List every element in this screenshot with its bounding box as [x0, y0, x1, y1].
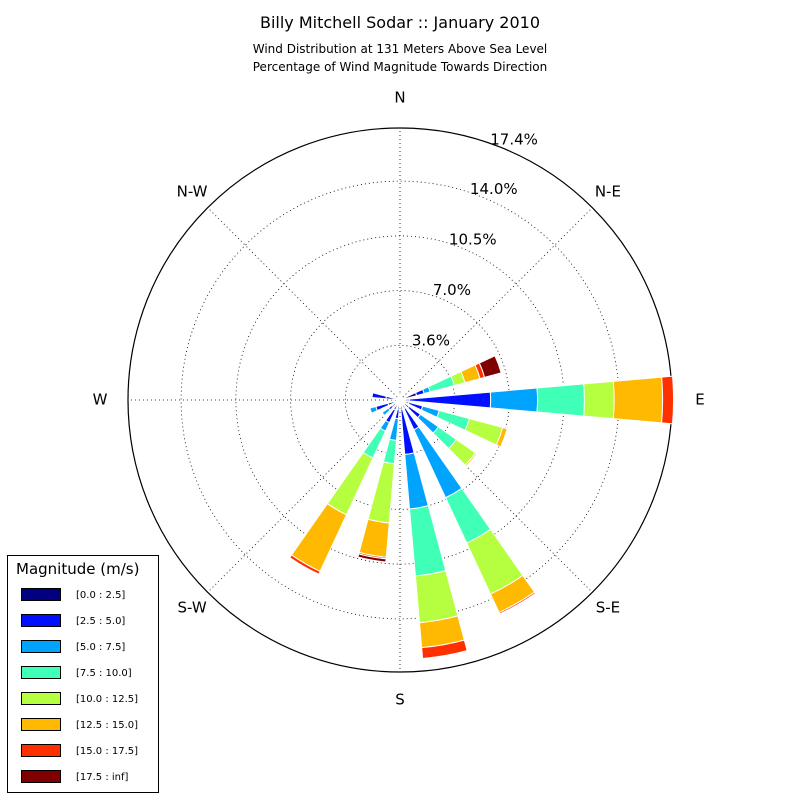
wind-sector-segment [478, 355, 502, 378]
direction-label: S-E [596, 598, 620, 616]
radial-gridline [207, 207, 401, 401]
legend-label: [2.5 : 5.0] [76, 616, 126, 627]
wind-sector-segment [583, 380, 615, 420]
legend-label: [7.5 : 10.0] [76, 668, 132, 679]
chart-subtitle-line-1: Wind Distribution at 131 Meters Above Se… [253, 42, 548, 56]
legend-swatch [21, 692, 61, 705]
wind-sector-segment [381, 407, 391, 417]
legend-label: [10.0 : 12.5] [76, 694, 139, 705]
legend-label: [17.5 : inf] [76, 772, 129, 783]
wind-sector-segment [369, 405, 378, 414]
direction-label: E [695, 391, 704, 409]
chart-title: Billy Mitchell Sodar :: January 2010 [260, 13, 540, 32]
ring-value-label: 14.0% [470, 180, 518, 198]
wind-sector-segment [414, 570, 459, 624]
wind-sector-segment [388, 417, 399, 442]
wind-sector-segment [489, 387, 539, 413]
wind-sector-segment [408, 505, 447, 577]
wind-sector-segment [397, 396, 401, 401]
legend-swatch [21, 614, 61, 627]
wind-sector-segment [367, 461, 395, 524]
wind-sector-segment [464, 452, 478, 468]
wind-sector-segment [536, 383, 585, 417]
wind-sector-segment [427, 375, 455, 393]
wind-sector-segment [289, 554, 321, 575]
wind-sector-segment [398, 390, 402, 401]
ring-value-label: 3.6% [412, 332, 450, 350]
wind-sector-segment [394, 408, 400, 420]
direction-label: S [395, 691, 405, 709]
legend-swatch [21, 718, 61, 731]
ring-value-label: 7.0% [433, 281, 471, 299]
wind-sector-segment [436, 409, 471, 432]
wind-sector-segment [404, 452, 429, 510]
wind-sector-segment [420, 405, 440, 418]
wind-sector-segment [362, 427, 387, 459]
wind-sector-segment [371, 392, 388, 400]
wind-sector-segment [358, 518, 390, 558]
legend: Magnitude (m/s) [0.0 : 2.5] [2.5 : 5.0] [5… [7, 555, 159, 793]
wind-sector-segment [326, 451, 374, 516]
legend-swatch [21, 666, 61, 679]
legend-label: [0.0 : 2.5] [76, 590, 126, 601]
wind-sector-segment [382, 438, 398, 465]
chart-subtitle-line-2: Percentage of Wind Magnitude Towards Dir… [253, 60, 547, 74]
wind-sector-segment [612, 376, 664, 424]
legend-swatch [21, 640, 61, 653]
legend-swatch [21, 770, 61, 783]
direction-label: N [394, 89, 405, 107]
direction-label: S-W [178, 598, 207, 616]
direction-label: N-E [595, 183, 621, 201]
legend-label: [15.0 : 17.5] [76, 746, 139, 757]
wind-sector-segment [464, 417, 504, 446]
ring-value-label: 17.4% [490, 131, 538, 149]
wind-sector-segment [357, 553, 387, 563]
wind-sector-segment [661, 375, 675, 425]
wind-sector-segment [495, 426, 508, 448]
legend-title: Magnitude (m/s) [16, 560, 140, 578]
ring-value-label: 10.5% [449, 230, 497, 248]
wind-sector-segment [498, 591, 537, 615]
direction-label: W [93, 391, 108, 409]
legend-swatch [21, 588, 61, 601]
wind-sector-segment [421, 639, 468, 660]
legend-label: [5.0 : 7.5] [76, 642, 126, 653]
axis-labels: N N-E E S-E S S-W W N-W 3.6% 7.0% 10.5% 14.0% 17.4% [93, 89, 705, 709]
direction-label: N-W [177, 183, 208, 201]
legend-label: [12.5 : 15.0] [76, 720, 139, 731]
wind-sectors [289, 355, 675, 660]
legend-swatch [21, 744, 61, 757]
